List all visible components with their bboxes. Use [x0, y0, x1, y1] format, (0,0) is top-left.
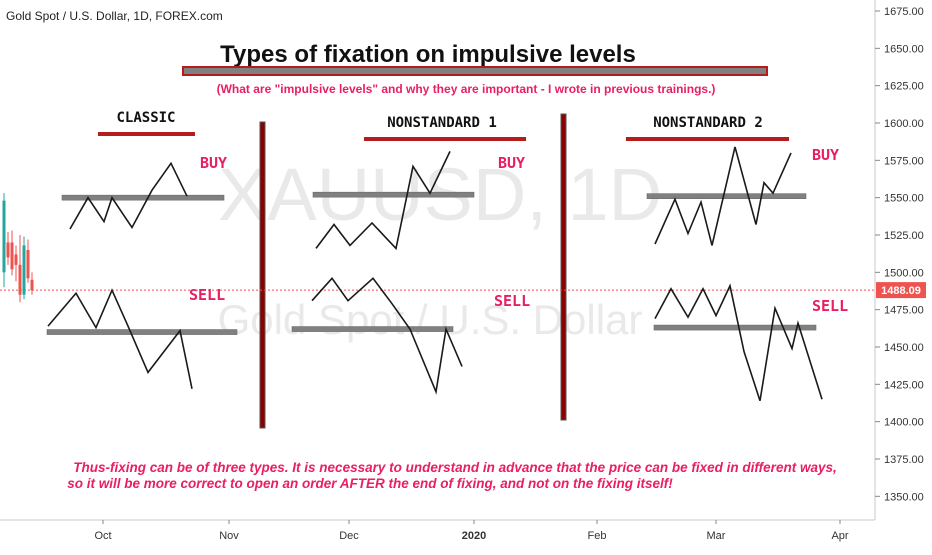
sell-label: SELL [494, 292, 530, 310]
panel-1: CLASSIC BUY SELL [46, 110, 238, 389]
candle-body [14, 254, 18, 265]
candle-body [22, 245, 26, 295]
price-tick-label: 1400.00 [884, 417, 924, 429]
panel-label-underline [98, 132, 195, 136]
sell-price-path[interactable] [654, 283, 823, 402]
time-tick-label: Feb [588, 530, 607, 542]
watermark-name: Gold Spot / U.S. Dollar [218, 296, 643, 343]
buy-impulse-level[interactable] [61, 194, 225, 201]
time-axis-ticks: Oct Nov Dec 2020 Feb Mar Apr [94, 520, 849, 542]
chart-subtitle: (What are "impulsive levels" and why the… [217, 82, 716, 96]
price-tick-label: 1375.00 [884, 454, 924, 466]
buy-label: BUY [498, 154, 525, 172]
time-tick-label: Mar [707, 530, 726, 542]
price-tick-label: 1675.00 [884, 6, 924, 18]
price-axis-ticks: 1675.00 1650.00 1625.00 1600.00 1575.00 1550.… [875, 6, 924, 503]
buy-impulse-level[interactable] [312, 191, 475, 198]
price-tick-label: 1450.00 [884, 342, 924, 354]
buy-impulse-level[interactable] [646, 193, 807, 199]
price-tick-label: 1550.00 [884, 193, 924, 205]
price-tick-label: 1650.00 [884, 43, 924, 55]
price-tick-label: 1600.00 [884, 118, 924, 130]
buy-price-path[interactable] [69, 161, 188, 230]
candle-body [18, 264, 22, 295]
candle-body [2, 200, 6, 273]
sell-label: SELL [812, 297, 848, 315]
panel-label: NONSTANDARD 1 [387, 115, 497, 131]
price-tick-label: 1425.00 [884, 379, 924, 391]
panel-2: NONSTANDARD 1 BUY SELL [291, 115, 530, 395]
candle-body [10, 242, 14, 270]
candles-group [2, 193, 34, 303]
price-tick-label: 1525.00 [884, 230, 924, 242]
last-price-badge: 1488.09 [876, 282, 926, 299]
sell-impulse-level[interactable] [653, 324, 817, 331]
panel-label-underline [626, 137, 789, 141]
buy-label: BUY [200, 154, 227, 172]
price-tick-label: 1575.00 [884, 155, 924, 167]
sell-impulse-level[interactable] [291, 326, 454, 332]
sell-price-path[interactable] [47, 288, 193, 389]
panel-label-underline [364, 137, 526, 141]
panel-divider-2 [560, 113, 567, 421]
buy-price-path[interactable] [315, 151, 451, 251]
panel-3: NONSTANDARD 2 BUY SELL [626, 115, 848, 402]
note-line-2: so it will be more correct to open an or… [67, 476, 673, 491]
chart-title: Types of fixation on impulsive levels [220, 41, 636, 68]
time-tick-label: Oct [94, 530, 111, 542]
candle-body [30, 279, 34, 291]
panel-label: NONSTANDARD 2 [653, 115, 763, 131]
candle-body [26, 249, 30, 279]
price-tick-label: 1625.00 [884, 81, 924, 93]
price-axis[interactable] [875, 0, 932, 520]
note-line-1: Thus-fixing can be of three types. It is… [73, 460, 836, 475]
price-tick-label: 1350.00 [884, 491, 924, 503]
sell-label: SELL [189, 286, 225, 304]
panel-divider-1 [259, 121, 266, 429]
sell-price-path[interactable] [311, 277, 463, 395]
buy-label: BUY [812, 146, 839, 164]
last-price-label: 1488.09 [881, 285, 921, 297]
time-tick-label: Apr [831, 530, 848, 542]
sell-impulse-level[interactable] [46, 329, 238, 335]
candle-body [6, 242, 10, 258]
symbol-info[interactable]: Gold Spot / U.S. Dollar, 1D, FOREX.com [6, 9, 223, 23]
time-tick-label: Nov [219, 530, 239, 542]
time-tick-label: 2020 [462, 530, 486, 542]
title-underline [182, 66, 768, 76]
price-tick-label: 1475.00 [884, 305, 924, 317]
panel-label: CLASSIC [116, 110, 175, 126]
price-tick-label: 1500.00 [884, 267, 924, 279]
time-tick-label: Dec [339, 530, 359, 542]
time-axis[interactable] [0, 520, 932, 550]
buy-price-path[interactable] [654, 146, 792, 246]
